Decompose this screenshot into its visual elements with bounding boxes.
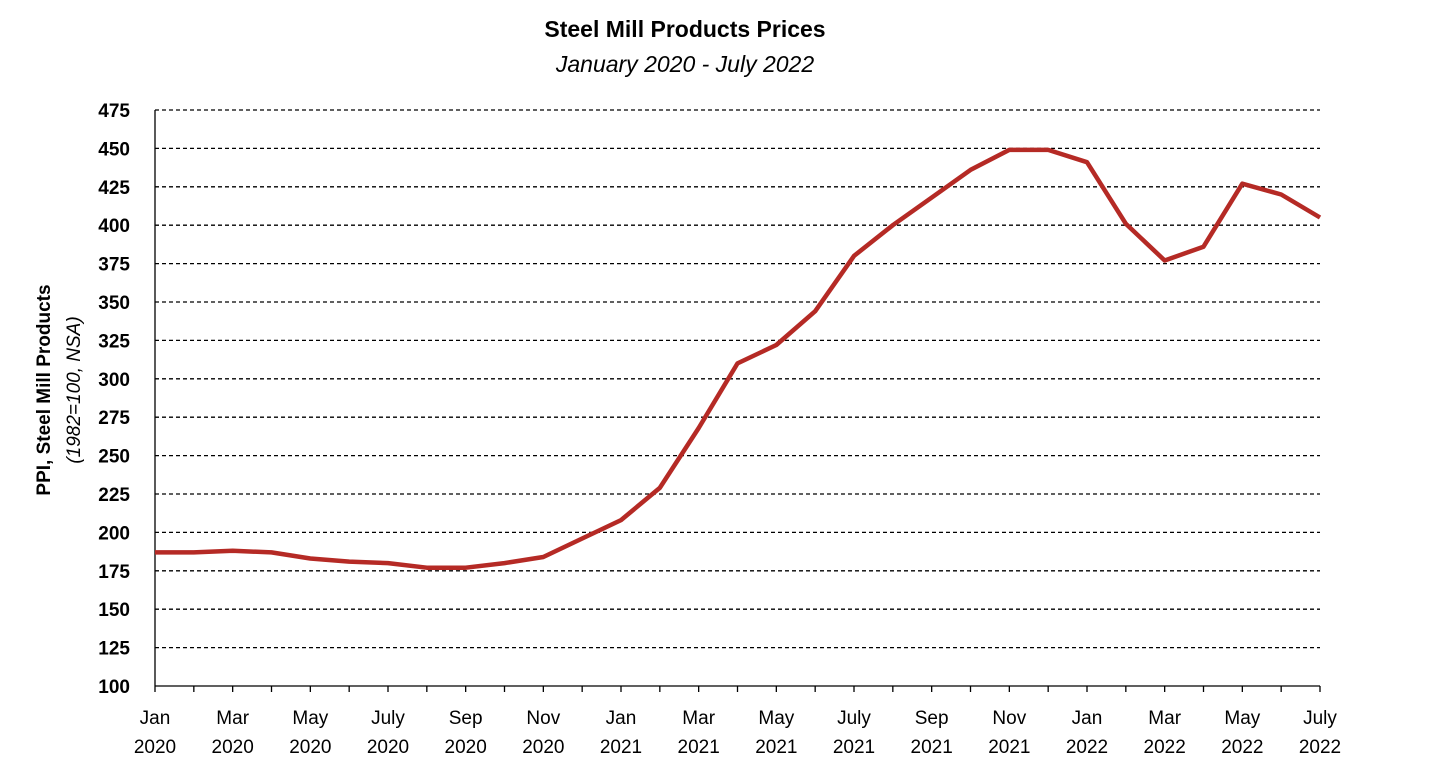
x-tick-label: May 2021: [755, 708, 797, 758]
x-tick-label: Mar 2020: [212, 708, 254, 758]
y-tick-label-100: 100: [98, 677, 130, 698]
x-tick-label: Jan 2021: [600, 708, 642, 758]
chart-title: Steel Mill Products Prices: [544, 16, 826, 42]
y-tick-label-450: 450: [98, 139, 130, 160]
x-tick-label: July 2022: [1299, 708, 1341, 758]
y-tick-label-375: 375: [98, 255, 130, 276]
x-tick-label: July 2021: [833, 708, 875, 758]
y-tick-label-175: 175: [98, 562, 130, 583]
x-tick-label: Nov 2020: [522, 708, 564, 758]
y-tick-label-275: 275: [98, 408, 130, 429]
x-tick-label: Mar 2021: [678, 708, 720, 758]
y-tick-label-350: 350: [98, 293, 130, 314]
x-tick-label: Jan 2020: [134, 708, 176, 758]
y-tick-label-125: 125: [98, 639, 130, 660]
y-tick-label-475: 475: [98, 101, 130, 122]
x-tick-label: May 2020: [289, 708, 331, 758]
chart-subtitle: January 2020 - July 2022: [555, 51, 815, 77]
x-tick-label: Jan 2022: [1066, 708, 1108, 758]
x-tick-label: Nov 2021: [988, 708, 1030, 758]
x-tick-label: July 2020: [367, 708, 409, 758]
y-tick-label-250: 250: [98, 447, 130, 468]
y-tick-label-425: 425: [98, 178, 130, 199]
x-tick-label: Sep 2021: [911, 708, 953, 758]
y-tick-label-150: 150: [98, 600, 130, 621]
series-line-0: [155, 147, 1322, 570]
y-tick-label-400: 400: [98, 216, 130, 237]
y-tick-label-225: 225: [98, 485, 130, 506]
y-tick-label-300: 300: [98, 370, 130, 391]
y-tick-label-200: 200: [98, 523, 130, 544]
y-tick-label-325: 325: [98, 331, 130, 352]
x-tick-label: May 2022: [1221, 708, 1263, 758]
x-tick-label: Sep 2020: [445, 708, 487, 758]
x-tick-label: Mar 2022: [1144, 708, 1186, 758]
